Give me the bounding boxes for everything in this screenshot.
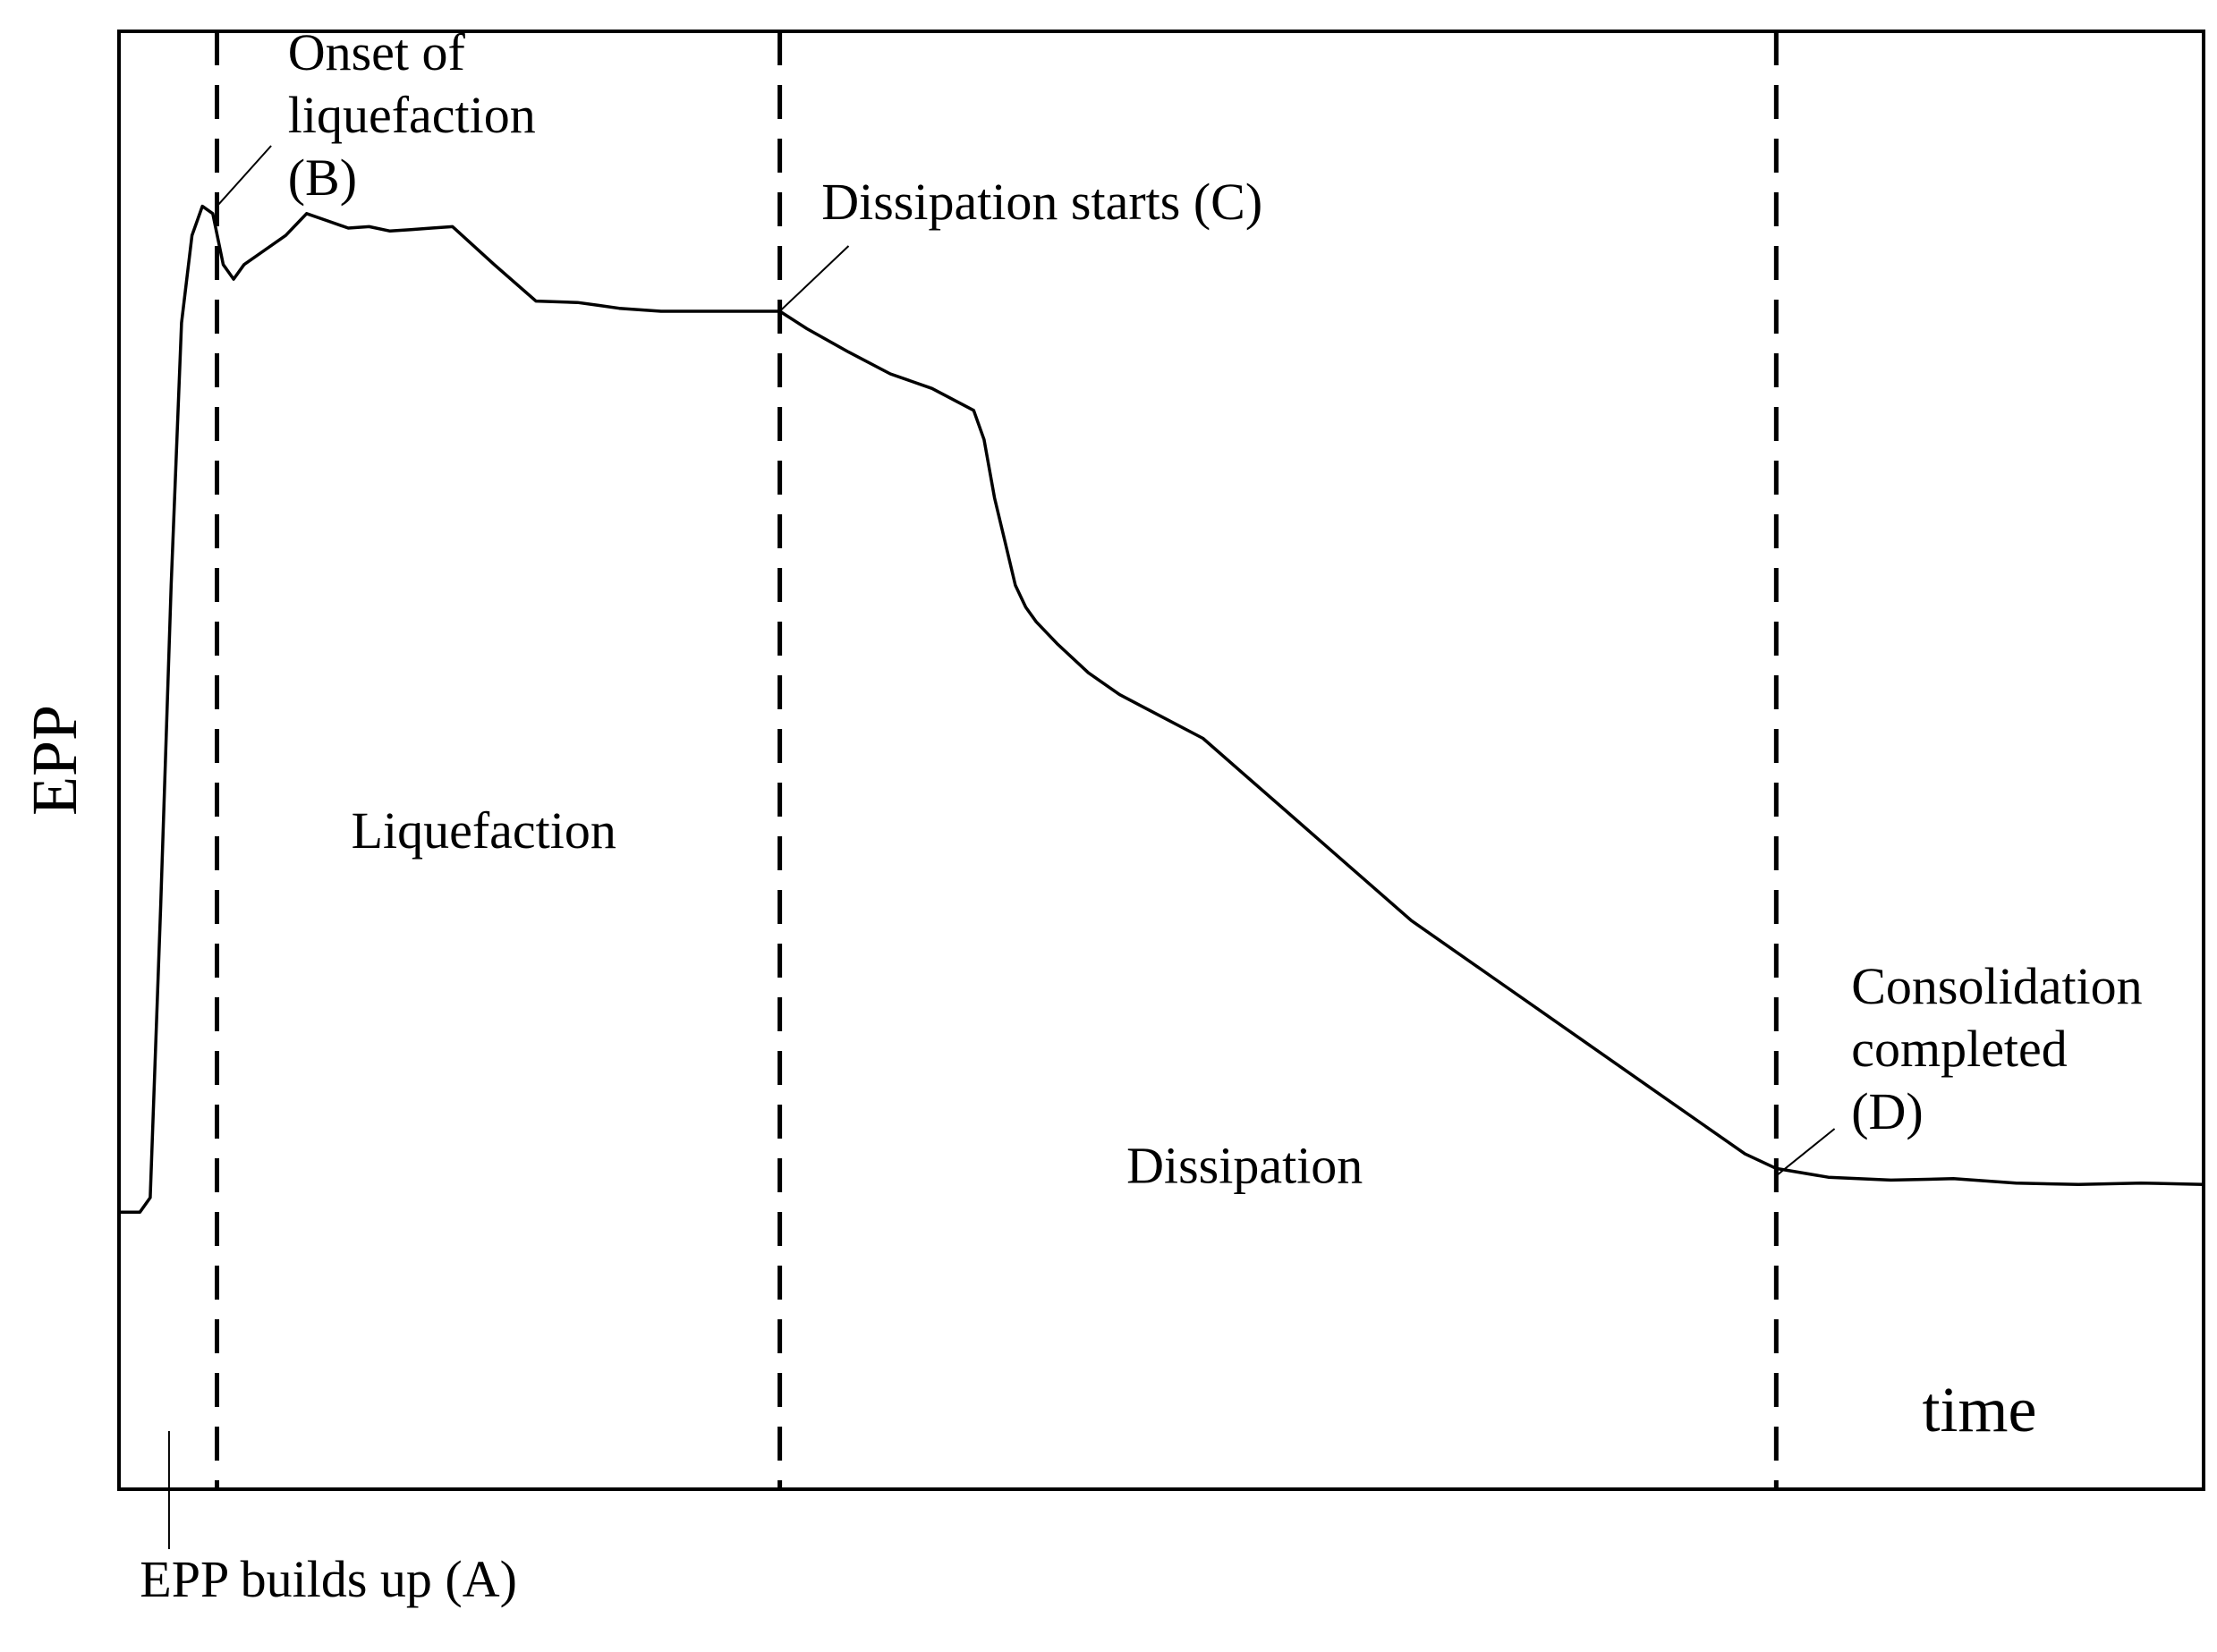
annotation-B: Onset of liquefaction (B) [288, 23, 536, 207]
annotation-A: EPP builds up (A) [140, 1550, 517, 1608]
plot-frame [117, 30, 2205, 1491]
leader-line-C [778, 245, 850, 312]
leader-line-B [216, 145, 272, 208]
annotation-A-line: EPP builds up (A) [140, 1550, 517, 1608]
leader-line-D [1775, 1128, 1836, 1177]
annotation-leaders [167, 145, 1836, 1549]
annotation-B-line: liquefaction [288, 86, 536, 144]
y-axis-label: EPP [19, 705, 90, 816]
x-axis-label: time [1922, 1374, 2036, 1445]
region-labels: Liquefaction Dissipation [352, 801, 1363, 1195]
annotation-D: Consolidation completed (D) [1851, 957, 2142, 1140]
annotation-D-line: completed [1851, 1020, 2068, 1078]
annotation-C-line: Dissipation starts (C) [821, 173, 1262, 231]
annotation-B-line: (B) [288, 148, 357, 207]
epp-curve [119, 204, 2204, 1215]
annotation-C: Dissipation starts (C) [821, 173, 1262, 231]
phase-boundaries [215, 31, 1779, 1489]
annotation-B-line: Onset of [288, 23, 466, 81]
annotation-D-line: (D) [1851, 1082, 1924, 1140]
region-label-dissipation: Dissipation [1126, 1137, 1363, 1195]
annotation-D-line: Consolidation [1851, 957, 2142, 1015]
annotations: EPP builds up (A) Onset of liquefaction (B)… [140, 23, 2142, 1608]
region-label-liquefaction: Liquefaction [352, 801, 616, 860]
